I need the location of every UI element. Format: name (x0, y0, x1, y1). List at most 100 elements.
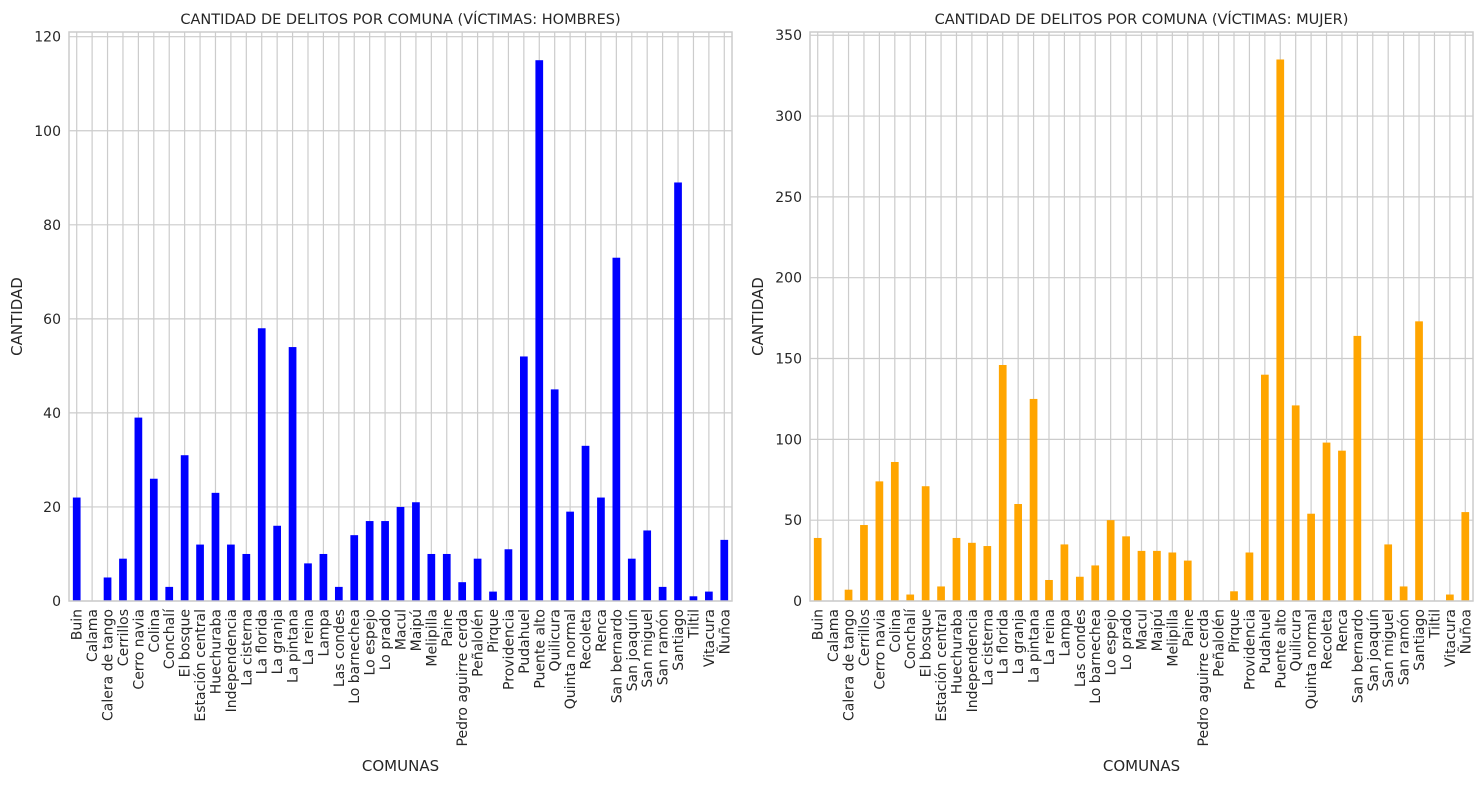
bar (1245, 552, 1254, 601)
x-tick-label: San bernardo (1350, 609, 1366, 703)
x-tick-label: Estación central (934, 609, 950, 722)
bar (937, 586, 945, 601)
bar (1307, 513, 1315, 601)
bar (844, 589, 853, 601)
x-tick-label: Pirque (486, 609, 502, 653)
bar (1106, 520, 1115, 601)
x-tick-label: Providencia (501, 609, 517, 690)
y-tick-label: 250 (775, 190, 802, 206)
x-tick-label: San bernardo (609, 609, 625, 703)
x-tick-label: Vitacura (1443, 609, 1459, 667)
bar (319, 553, 328, 601)
bar (643, 530, 652, 601)
bar (535, 60, 544, 602)
x-tick-label: Quilicura (548, 609, 564, 671)
bar (473, 558, 482, 601)
bar (875, 481, 884, 601)
y-tick-label: 0 (52, 594, 61, 610)
bar (304, 563, 312, 601)
x-tick-label: Maipú (409, 609, 425, 651)
bar (273, 525, 282, 601)
x-tick-label: El bosque (919, 609, 935, 677)
x-tick-label: Puente alto (532, 609, 548, 689)
y-tick-label: 100 (34, 124, 61, 140)
x-tick-label: La pintana (286, 609, 302, 683)
x-tick-label: Tiltil (1427, 609, 1443, 639)
bar (350, 535, 359, 601)
x-tick-labels: Buin Calama Calera de tango Cerrillos Cerro … (811, 608, 1475, 747)
bar (1045, 579, 1053, 601)
bar-series (72, 60, 729, 602)
x-tick-label: La reina (301, 609, 317, 665)
x-tick-label: Ñuñoa (1457, 609, 1474, 654)
bar (890, 461, 899, 601)
bar-series (813, 59, 1470, 602)
x-tick-label: Lo prado (378, 609, 394, 670)
bar (119, 558, 127, 601)
bar (334, 586, 343, 601)
bar (674, 182, 682, 601)
bar (1091, 565, 1100, 601)
y-tick-label: 120 (34, 30, 61, 46)
bar (1353, 335, 1362, 601)
x-tick-label: Maipú (1150, 609, 1166, 651)
x-tick-label: San joaquín (625, 609, 641, 691)
x-tick-label: San joaquín (1366, 609, 1382, 691)
x-tick-label: Paine (440, 609, 456, 647)
x-tick-label: Calama (826, 609, 842, 662)
x-tick-label: La granja (270, 609, 286, 674)
x-tick-label: Quinta normal (563, 609, 579, 709)
bar (581, 445, 590, 601)
x-tick-label: Paine (1181, 609, 1197, 647)
bar (627, 558, 636, 601)
bar (1291, 405, 1300, 601)
x-tick-label: Melipilla (1165, 609, 1181, 667)
bar (180, 455, 189, 601)
bar (211, 492, 220, 601)
y-tick-label: 100 (775, 432, 802, 448)
bar (1399, 586, 1408, 601)
x-tick-label: San miguel (1381, 609, 1397, 688)
plot-frame (68, 31, 733, 602)
x-tick-label: Peñalolén (1212, 609, 1228, 677)
x-tick-label: La pintana (1027, 609, 1043, 683)
y-tick-label: 20 (43, 500, 61, 516)
bar (952, 537, 961, 601)
bar (968, 542, 976, 601)
bar (689, 596, 698, 601)
chart-panel-mujer: 0 50 100 150 200 250 300 350 Buin Calama Calera d… (749, 11, 1474, 775)
x-tick-label: Lo barnechea (1088, 609, 1104, 704)
x-tick-label: Cerrillos (857, 609, 873, 666)
y-tick-label: 350 (775, 28, 802, 44)
bar (1415, 321, 1423, 601)
x-tick-label: Pedro aguirre cerda (455, 609, 471, 746)
x-tick-label: Colina (888, 609, 904, 653)
bar (412, 502, 420, 601)
x-tick-labels: Buin Calama Calera de tango Cerrillos Cerro … (70, 608, 734, 747)
bar (1014, 504, 1023, 601)
bar (983, 546, 992, 601)
x-tick-label: Macul (394, 609, 410, 650)
bar (1060, 544, 1069, 601)
x-tick-label: Calera de tango (101, 609, 117, 721)
x-tick-label: Recoleta (1320, 609, 1336, 670)
x-tick-label: Lo barnechea (347, 609, 363, 704)
x-tick-label: Lampa (1057, 609, 1073, 656)
x-tick-label: Macul (1135, 609, 1151, 650)
x-tick-label: Huechuraba (949, 609, 965, 694)
bar (720, 539, 729, 601)
bar (1168, 552, 1177, 601)
bar (134, 417, 143, 601)
x-tick-label: Santiago (671, 609, 687, 671)
bar (813, 537, 822, 601)
x-tick-label: Lo espejo (363, 609, 379, 675)
x-tick-label: Ñuñoa (716, 609, 733, 654)
x-tick-label: Las condes (332, 609, 348, 687)
y-axis-label: CANTIDAD (8, 277, 26, 356)
bar (1260, 374, 1269, 601)
bar (381, 521, 389, 601)
x-tick-label: La reina (1042, 609, 1058, 665)
x-tick-label: Quilicura (1289, 609, 1305, 671)
